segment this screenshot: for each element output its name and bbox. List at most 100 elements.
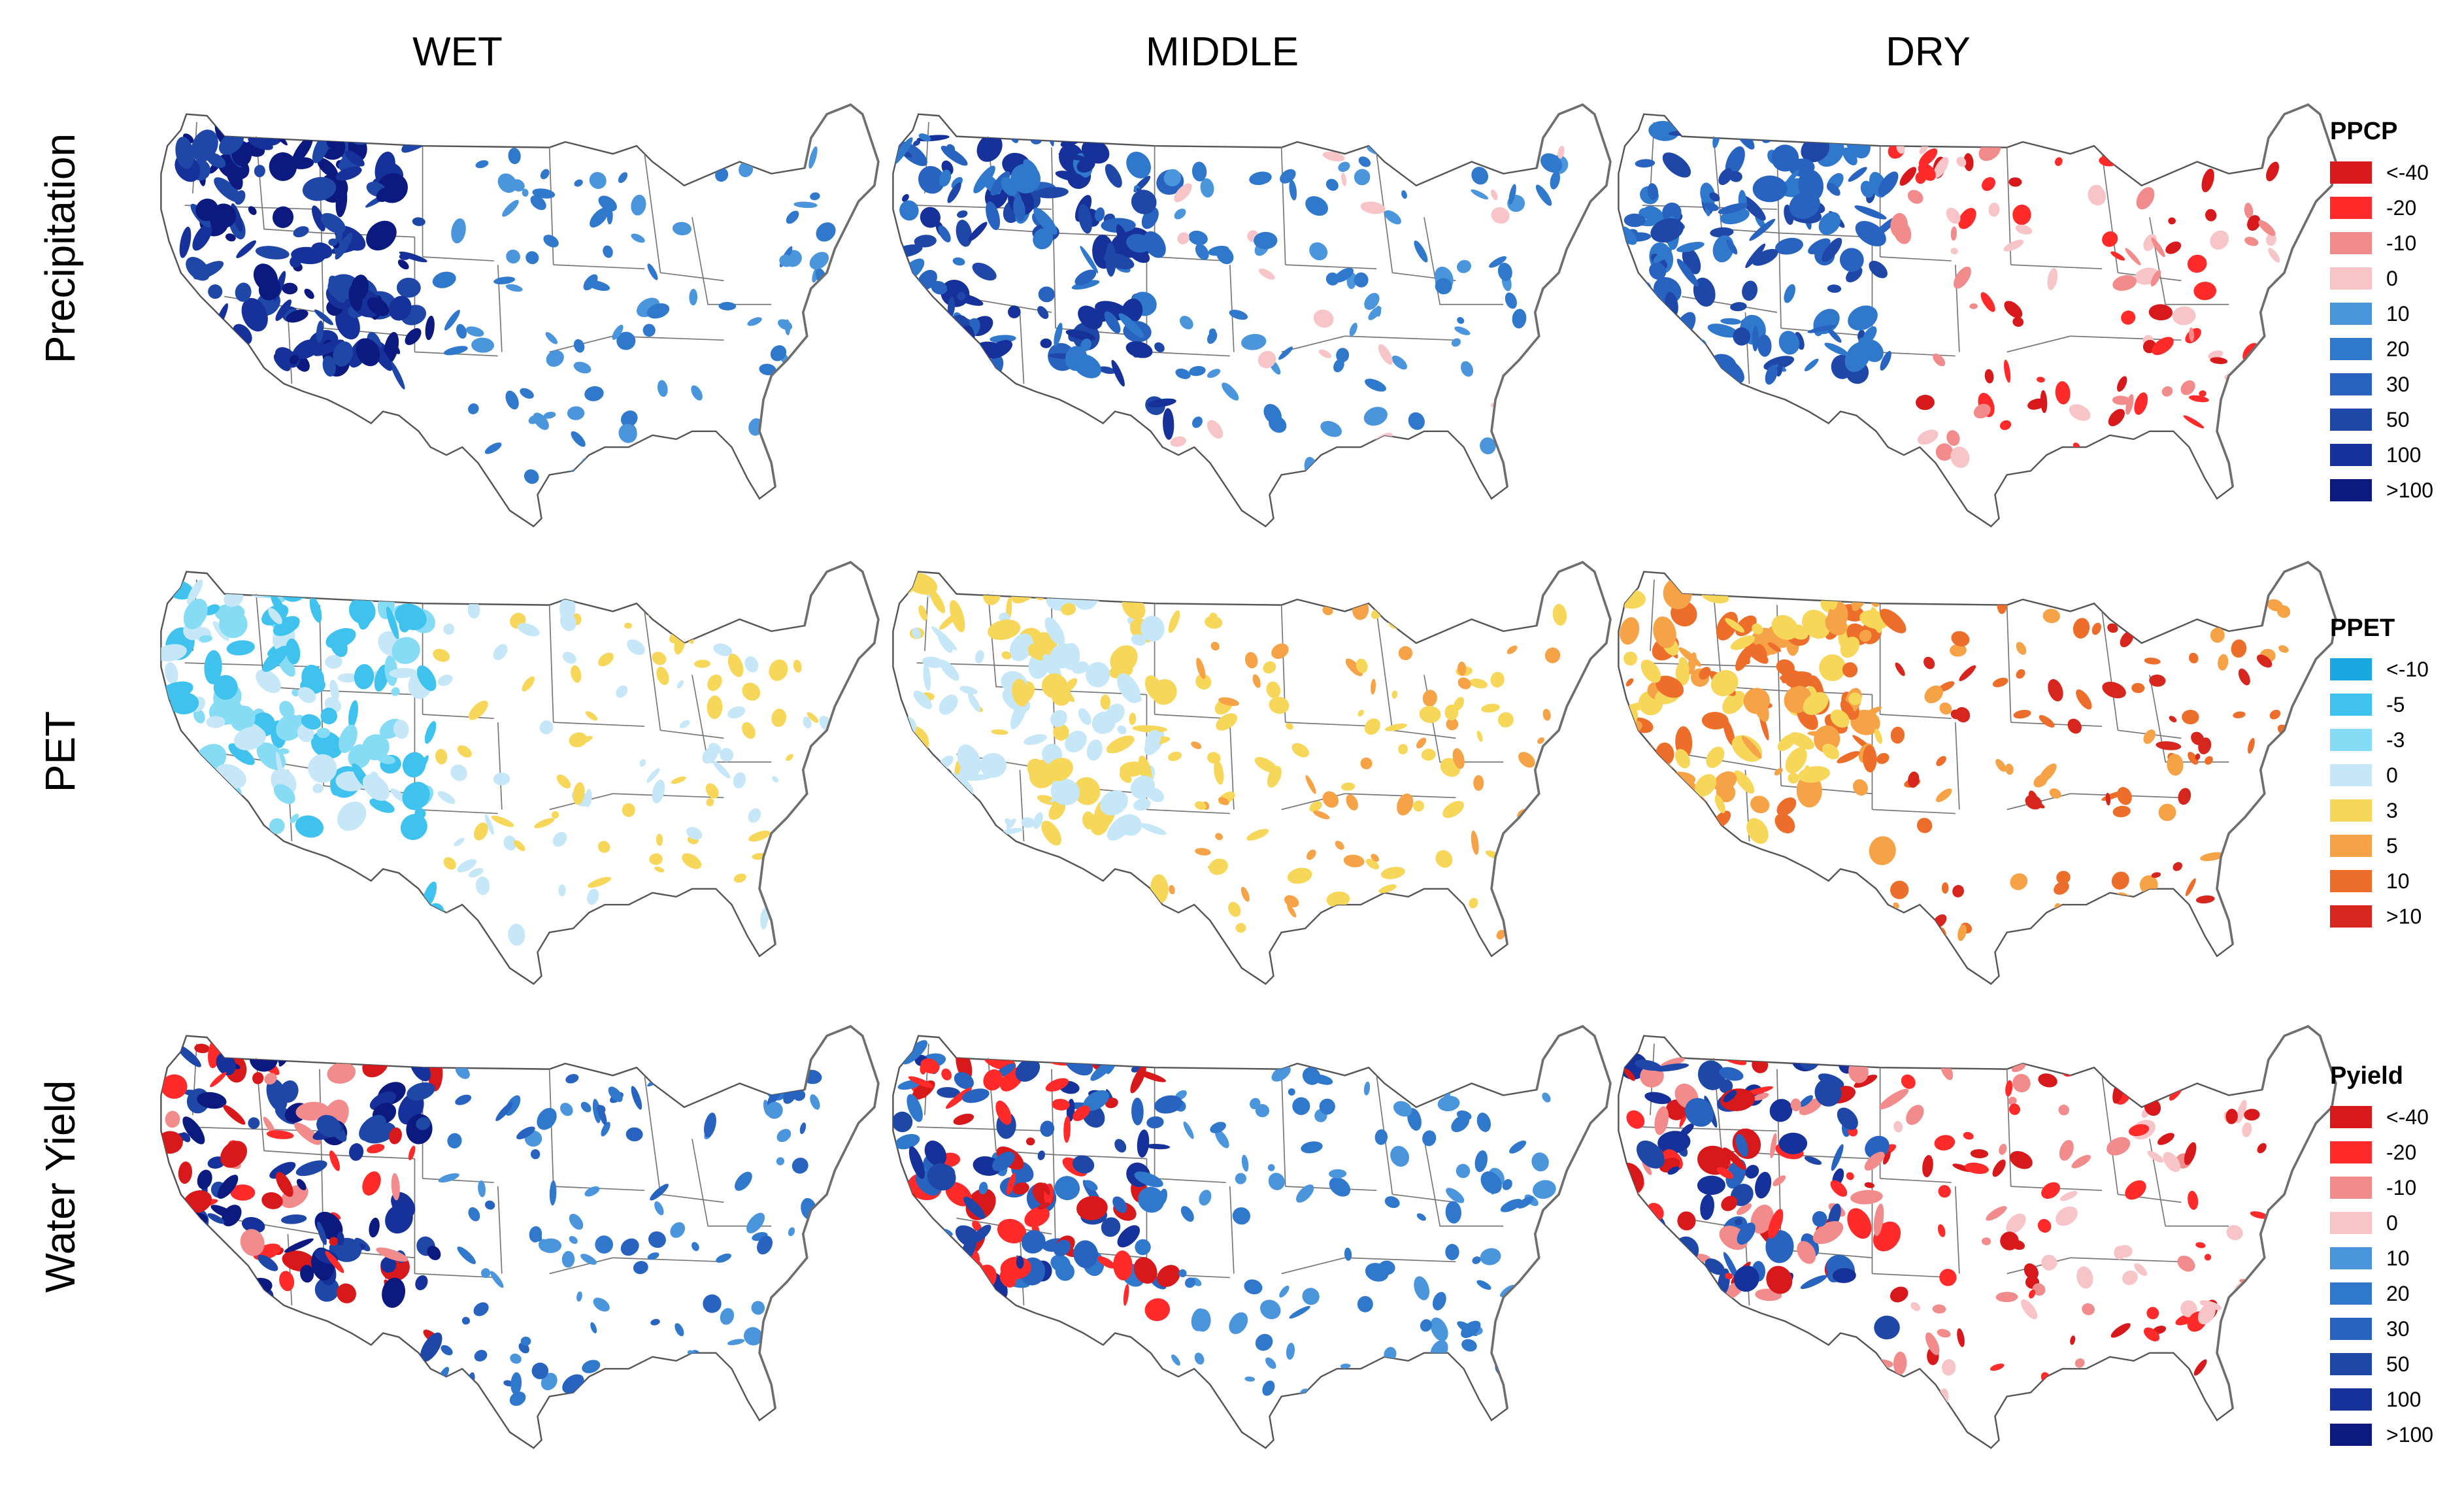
watershed-patch: [2268, 248, 2280, 263]
watershed-patch: [384, 120, 400, 131]
watershed-patch: [1391, 355, 1407, 370]
watershed-patch: [1078, 204, 1093, 234]
watershed-patch: [988, 619, 1021, 641]
watershed-patch: [1131, 1097, 1144, 1126]
watershed-patch: [1026, 1137, 1035, 1146]
state-boundary: [1392, 729, 1456, 739]
watershed-patch: [1446, 1188, 1465, 1203]
watershed-patch: [1168, 751, 1182, 761]
watershed-patch: [2193, 1359, 2207, 1376]
watershed-patch: [291, 689, 299, 697]
watershed-patch: [1207, 369, 1221, 378]
watershed-patch: [691, 385, 703, 401]
watershed-patch: [1734, 770, 1755, 794]
watershed-patch: [708, 743, 722, 754]
watershed-patch: [1737, 1222, 1756, 1245]
watershed-patch: [1119, 771, 1132, 783]
watershed-patch: [1848, 305, 1878, 331]
watershed-patch: [1040, 1120, 1055, 1137]
watershed-patch: [1932, 1304, 1946, 1314]
watershed-patch: [2004, 301, 2023, 318]
watershed-patch: [369, 1217, 380, 1238]
watershed-patch: [481, 1268, 491, 1279]
watershed-patch: [807, 712, 819, 723]
watershed-patch: [2255, 1329, 2269, 1347]
watershed-patch: [712, 760, 731, 778]
watershed-patch: [705, 783, 719, 799]
watershed-patch: [1725, 1273, 1733, 1280]
watershed-patch: [1933, 157, 1949, 178]
watershed-patch: [1963, 1131, 1974, 1140]
watershed-patch: [671, 776, 686, 784]
watershed-patch: [2032, 1283, 2046, 1296]
watershed-patch: [2076, 689, 2092, 710]
watershed-patch: [1750, 795, 1770, 814]
watershed-patch: [1950, 709, 1961, 720]
watershed-patch: [2134, 392, 2148, 415]
watershed-patch: [1490, 671, 1505, 688]
watershed-patch: [2059, 1140, 2074, 1161]
watershed-patch: [220, 1141, 248, 1168]
watershed-patch: [1804, 358, 1819, 372]
watershed-patch: [1634, 1060, 1661, 1071]
watershed-patch: [1397, 793, 1414, 816]
legend-label: 10: [2386, 869, 2410, 893]
watershed-patch: [1682, 1256, 1692, 1273]
watershed-patch: [1163, 408, 1174, 440]
watershed-patch: [923, 663, 931, 691]
legend-item: 0: [2330, 261, 2461, 296]
watershed-patch: [1107, 814, 1134, 841]
watershed-patch: [1723, 1147, 1746, 1170]
watershed-patch: [1065, 346, 1088, 371]
watershed-patch: [1133, 798, 1151, 811]
watershed-patch: [1984, 369, 1994, 384]
watershed-patch: [747, 317, 762, 326]
watershed-patch: [1244, 1279, 1263, 1295]
watershed-patch: [256, 669, 281, 694]
watershed-patch: [1101, 1217, 1121, 1237]
watershed-patch: [1208, 328, 1216, 336]
watershed-patch: [2006, 1213, 2026, 1234]
watershed-patch: [1990, 1364, 2005, 1371]
legend-title: Pyield: [2330, 1062, 2403, 1090]
watershed-patch: [2188, 752, 2199, 765]
watershed-patch: [391, 637, 420, 664]
watershed-patch: [2112, 275, 2137, 291]
watershed-patch: [2071, 1154, 2091, 1169]
watershed-patch: [164, 661, 178, 684]
watershed-patch: [1302, 1288, 1320, 1305]
watershed-patch: [2167, 754, 2184, 776]
watershed-patch: [2150, 270, 2161, 287]
watershed-patch: [606, 469, 617, 479]
watershed-patch: [1329, 1169, 1347, 1179]
watershed-patch: [163, 349, 190, 370]
watershed-patch: [502, 199, 519, 217]
watershed-patch: [208, 665, 222, 672]
watershed-patch: [1790, 626, 1808, 640]
watershed-patch: [509, 1391, 526, 1406]
legend-label: 20: [2386, 1281, 2410, 1305]
watershed-patch: [1827, 119, 1838, 130]
watershed-patch: [1935, 443, 1954, 461]
watershed-patch: [253, 263, 278, 292]
watershed-patch: [2125, 1180, 2146, 1200]
watershed-patch: [2231, 639, 2247, 658]
watershed-patch: [1476, 1280, 1491, 1290]
map-water-yield-middle: [869, 1020, 1614, 1464]
watershed-patch: [1052, 1099, 1070, 1111]
watershed-patch: [1132, 725, 1167, 733]
watershed-patch: [1240, 886, 1250, 902]
watershed-patch: [1699, 667, 1711, 680]
watershed-patch: [516, 1126, 535, 1140]
column-title-wet: WET: [412, 29, 503, 75]
watershed-patch: [2005, 1080, 2013, 1097]
watershed-patch: [1471, 189, 1489, 200]
watershed-patch: [187, 579, 203, 605]
watershed-patch: [1341, 173, 1347, 186]
watershed-patch: [1726, 239, 1738, 255]
watershed-patch: [1995, 1292, 2018, 1303]
legend-label: 0: [2386, 763, 2398, 787]
watershed-patch: [2195, 753, 2201, 760]
watershed-patch: [1012, 1182, 1029, 1195]
watershed-patch: [1771, 144, 1799, 172]
